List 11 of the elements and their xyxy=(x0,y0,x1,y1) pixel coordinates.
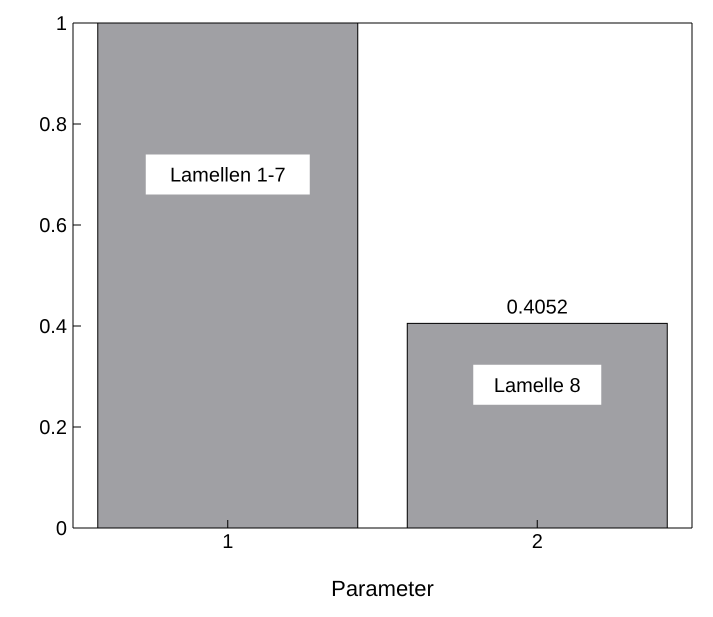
x-tick-label: 2 xyxy=(532,531,543,554)
y-tick-label: 0.2 xyxy=(39,417,67,440)
annotation: Lamelle 8 xyxy=(494,374,581,397)
y-tick-label: 0.6 xyxy=(39,215,67,238)
y-tick-label: 1 xyxy=(56,13,67,36)
y-tick-label: 0 xyxy=(56,518,67,540)
y-tick-label: 0.8 xyxy=(39,114,67,136)
y-tick-label: 0.4 xyxy=(39,316,67,338)
x-axis-title: Parameter xyxy=(331,576,434,601)
data-label: 0.4052 xyxy=(506,296,568,318)
annotation: Lamellen 1-7 xyxy=(170,164,286,186)
